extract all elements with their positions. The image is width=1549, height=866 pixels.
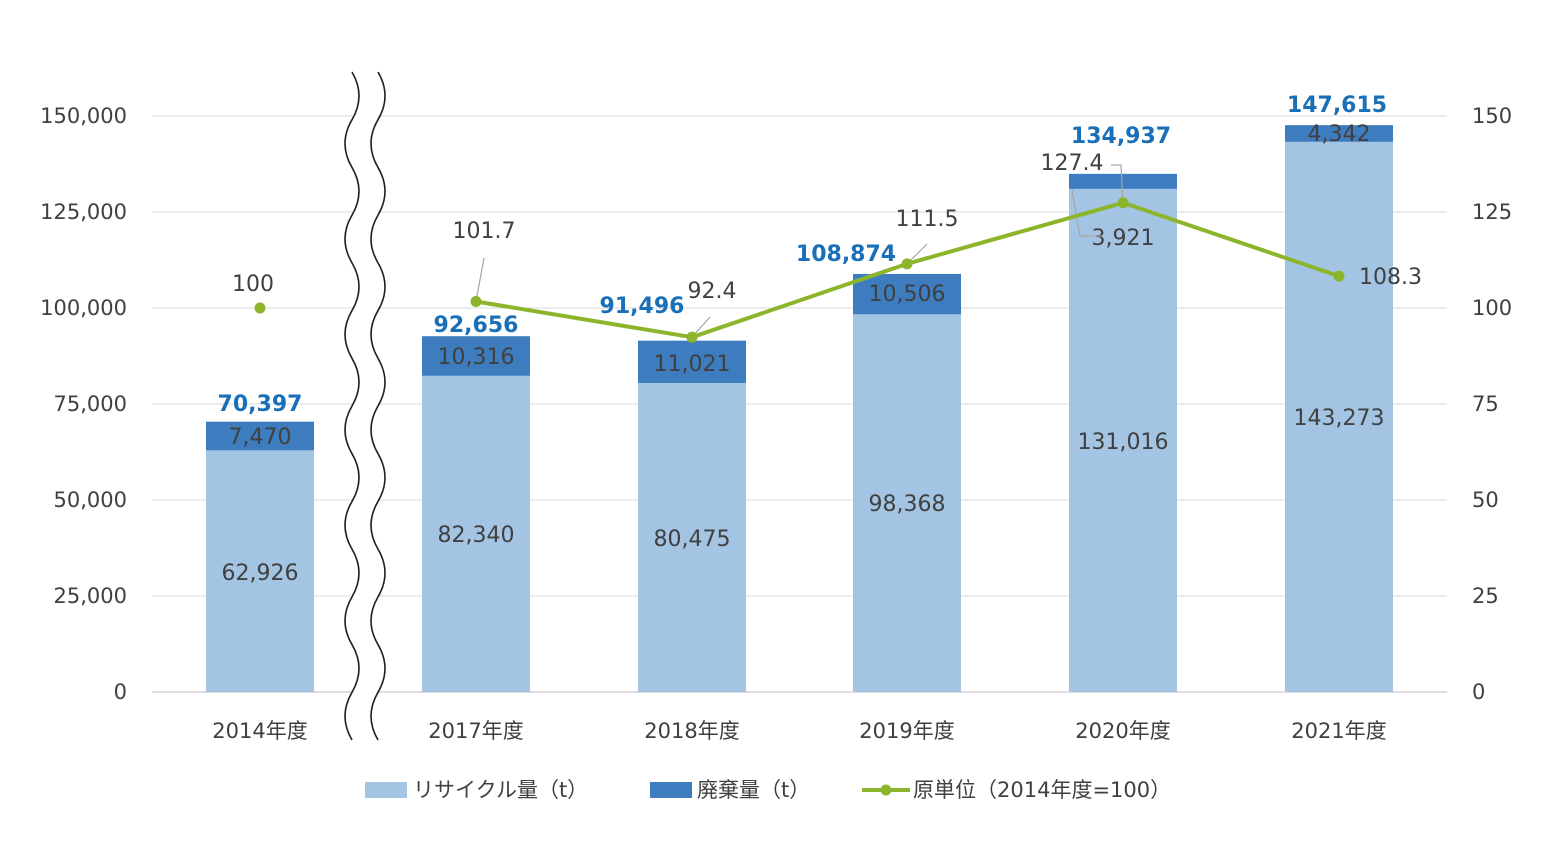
axis-break-mark (344, 70, 386, 742)
left-tick-label: 125,000 (40, 200, 127, 224)
ratio-point (254, 302, 266, 314)
right-tick-label: 0 (1472, 680, 1485, 704)
ratio-value-label: 92.4 (688, 279, 737, 304)
recycle-value-label: 98,368 (869, 492, 946, 517)
legend-swatch-waste (650, 782, 692, 798)
x-category-label: 2014年度 (212, 719, 307, 743)
ratio-point (686, 331, 698, 343)
recycle-value-label: 131,016 (1078, 430, 1169, 455)
legend-swatch-recycle (365, 782, 407, 798)
right-tick-label: 50 (1472, 488, 1499, 512)
right-tick-label: 25 (1472, 584, 1499, 608)
recycle-bar (1069, 188, 1177, 692)
legend-label-waste: 廃棄量（t） (697, 778, 810, 802)
ratio-point (470, 295, 482, 307)
total-value-label: 70,397 (218, 392, 303, 417)
recycle-bar (422, 375, 530, 692)
waste-value-label: 4,342 (1308, 122, 1371, 147)
total-value-label: 91,496 (600, 294, 685, 319)
ratio-point (901, 258, 913, 270)
ratio-point (1333, 270, 1345, 282)
x-axis-categories: 2014年度 2017年度 2018年度 2019年度 2020年度 2021年度 (212, 719, 1386, 743)
waste-bar (638, 340, 746, 383)
total-value-label: 92,656 (434, 313, 519, 338)
recycle-bar (638, 382, 746, 692)
left-tick-label: 75,000 (54, 392, 127, 416)
axis-break-gap (352, 70, 378, 742)
ratio-labels: 100 101.7 92.4 111.5 127.4 108.3 (232, 151, 1422, 304)
right-tick-label: 75 (1472, 392, 1499, 416)
total-value-label: 134,937 (1071, 124, 1171, 149)
recycle-bar (1285, 141, 1393, 693)
ratio-leader-line (475, 257, 485, 302)
x-category-label: 2018年度 (644, 719, 739, 743)
total-value-label: 108,874 (796, 242, 896, 267)
waste-value-label: 3,921 (1092, 226, 1155, 251)
x-category-label: 2017年度 (428, 719, 523, 743)
legend-swatch-ratio-point (880, 784, 892, 796)
x-category-label: 2021年度 (1291, 719, 1386, 743)
legend-label-recycle: リサイクル量（t） (413, 778, 588, 802)
recycle-value-label: 143,273 (1294, 406, 1385, 431)
axis-break-wave (370, 71, 386, 741)
left-y-axis: 0 25,000 50,000 75,000 100,000 125,000 150,000 (40, 104, 127, 704)
ratio-line (254, 197, 1345, 343)
recycle-value-label: 82,340 (438, 523, 515, 548)
leader-lines (475, 164, 1124, 338)
waste-bar (422, 336, 530, 376)
waste-bar (1069, 173, 1177, 189)
axis-break-wave (344, 71, 360, 741)
left-tick-label: 0 (114, 680, 127, 704)
ratio-value-label: 108.3 (1359, 265, 1422, 290)
recycle-value-label: 62,926 (222, 561, 299, 586)
ratio-value-label: 100 (232, 272, 274, 297)
left-tick-label: 100,000 (40, 296, 127, 320)
x-category-label: 2020年度 (1075, 719, 1170, 743)
left-tick-label: 150,000 (40, 104, 127, 128)
waste-bar (853, 273, 961, 315)
x-category-label: 2019年度 (859, 719, 954, 743)
right-tick-label: 100 (1472, 296, 1512, 320)
recycle-value-label: 80,475 (654, 527, 731, 552)
waste-value-label: 10,506 (869, 282, 946, 307)
recycle-bar (853, 314, 961, 692)
left-tick-label: 50,000 (54, 488, 127, 512)
right-tick-label: 125 (1472, 200, 1512, 224)
right-tick-label: 150 (1472, 104, 1512, 128)
waste-bar (206, 421, 314, 451)
ratio-value-label: 101.7 (453, 219, 516, 244)
right-y-axis: 0 25 50 75 100 125 150 (1472, 104, 1512, 704)
recycle-bar (206, 450, 314, 692)
legend-label-ratio: 原単位（2014年度=100） (913, 778, 1171, 802)
waste-bar (1285, 125, 1393, 142)
ratio-point (1117, 197, 1129, 209)
ratio-leader-line (1111, 164, 1124, 203)
ratio-value-label: 127.4 (1041, 151, 1104, 176)
total-value-label: 147,615 (1287, 93, 1387, 118)
stacked-bars (206, 125, 1393, 693)
gridlines (152, 115, 1447, 693)
waste-value-label: 7,470 (229, 425, 292, 450)
waste-value-label: 11,021 (654, 352, 731, 377)
segment-labels: 62,926 7,470 82,340 10,316 80,475 11,021 98,36… (222, 122, 1385, 586)
left-tick-label: 25,000 (54, 584, 127, 608)
total-labels: 70,397 92,656 91,496 108,874 134,937 147,615 (218, 93, 1388, 417)
legend: リサイクル量（t） 廃棄量（t） 原単位（2014年度=100） (365, 778, 1171, 802)
ratio-value-label: 111.5 (896, 207, 959, 232)
waste-leader-line (1071, 189, 1101, 237)
waste-value-label: 10,316 (438, 345, 515, 370)
